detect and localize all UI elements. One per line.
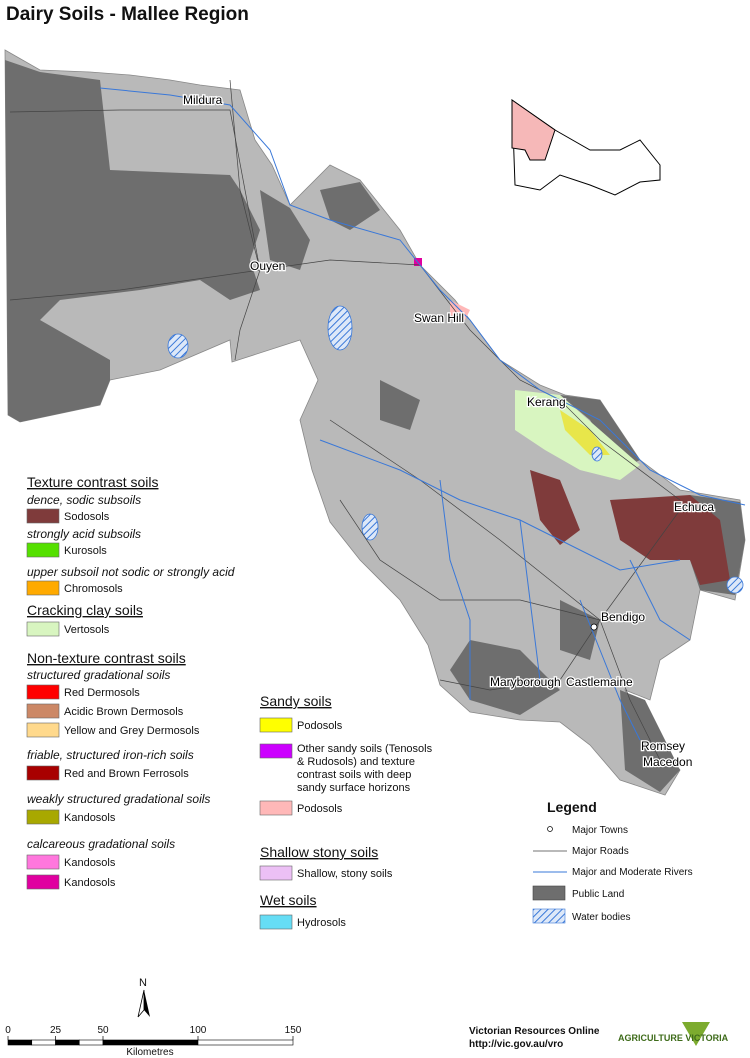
scale-segment: [7, 1039, 33, 1046]
subheading: strongly acid subsoils: [27, 527, 141, 541]
subheading: calcareous gradational soils: [27, 837, 175, 851]
north-label: N: [139, 977, 147, 989]
scale-bar: Kilometres 0 25 50 100 150: [5, 1025, 302, 1058]
map-title: Dairy Soils - Mallee Region: [6, 4, 249, 25]
region-map: [4, 49, 746, 796]
item-label: Kurosols: [64, 545, 107, 557]
inset-map: [511, 99, 661, 196]
scale-segment: [55, 1039, 80, 1046]
section-heading: Cracking clay soils: [27, 602, 143, 618]
item-label: Sodosols: [64, 511, 110, 523]
town-label: Castlemaine: [566, 675, 633, 689]
legend-label: Public Land: [572, 889, 624, 900]
swatch: [26, 684, 60, 700]
town-label: Kerang: [527, 395, 566, 409]
credit: Victorian Resources Online: [469, 1026, 600, 1037]
item-label: Podosols: [297, 803, 343, 815]
legend-label: Water bodies: [572, 912, 631, 923]
town-label: Mildura: [183, 93, 223, 107]
item-label: Chromosols: [64, 583, 123, 595]
item-label: contrast soils with deep: [297, 769, 411, 781]
scale-tick-label: 25: [50, 1025, 62, 1036]
section-heading: Sandy soils: [260, 693, 332, 709]
logo: AGRICULTURE VICTORIA: [618, 1033, 729, 1043]
town-label: Bendigo: [601, 610, 645, 624]
town-marker: [590, 623, 598, 631]
swatch: [259, 914, 293, 930]
section-heading: Wet soils: [260, 892, 317, 908]
legend-label: Major Roads: [572, 846, 629, 857]
logo-mark: [682, 1022, 710, 1046]
swatch: [26, 854, 60, 870]
town-label: Romsey: [641, 739, 685, 753]
town-label: Echuca: [674, 500, 714, 514]
soil-legend: Texture contrast soils dence, sodic subs…: [26, 474, 433, 930]
north-arrow: N: [137, 977, 150, 1018]
swatch: [26, 542, 60, 558]
town-label: Swan Hill: [414, 311, 464, 325]
swatch: [26, 580, 60, 596]
item-label: sandy surface horizons: [297, 782, 411, 794]
town-label: Ouyen: [250, 259, 285, 273]
swatch: [26, 722, 60, 738]
town-label: Macedon: [643, 755, 692, 769]
item-label: & Rudosols) and texture: [297, 756, 415, 768]
swatch: [26, 874, 60, 890]
subheading: friable, structured iron-rich soils: [27, 748, 194, 762]
scale-segment: [78, 1039, 104, 1046]
legend-symbol: [532, 885, 566, 901]
item-label: Hydrosols: [297, 917, 346, 929]
town-label: Maryborough: [490, 675, 561, 689]
legend-label: Major Towns: [572, 825, 628, 836]
section-heading: Non-texture contrast soils: [27, 650, 186, 666]
item-label: Shallow, stony soils: [297, 868, 393, 880]
swatch: [26, 621, 60, 637]
swatch: [259, 743, 293, 759]
subheading: structured gradational soils: [27, 668, 170, 682]
legend-symbol: [532, 908, 566, 924]
scale-tick-label: 100: [190, 1025, 207, 1036]
subheading: weakly structured gradational soils: [27, 792, 210, 806]
credit: http://vic.gov.au/vro: [469, 1039, 563, 1050]
item-label: Vertosols: [64, 624, 110, 636]
scale-tick-label: 0: [5, 1025, 11, 1036]
swatch: [26, 809, 60, 825]
scale-tick-label: 50: [97, 1025, 109, 1036]
subheading: dence, sodic subsoils: [27, 493, 141, 507]
legend-symbol: [547, 826, 553, 832]
scale-segment: [102, 1039, 199, 1046]
item-label: Kandosols: [64, 857, 116, 869]
section-heading: Shallow stony soils: [260, 844, 378, 860]
legend-label: Major and Moderate Rivers: [572, 867, 693, 878]
scale-unit: Kilometres: [126, 1047, 173, 1058]
towns: Mildura Ouyen Swan Hill Kerang Echuca Be…: [182, 92, 716, 771]
item-label: Red and Brown Ferrosols: [64, 768, 189, 780]
item-label: Kandosols: [64, 812, 116, 824]
swatch: [259, 717, 293, 733]
item-label: Kandosols: [64, 877, 116, 889]
swatch: [26, 703, 60, 719]
item-label: Yellow and Grey Dermosols: [64, 725, 200, 737]
legend-title: Legend: [547, 799, 597, 815]
section-heading: Texture contrast soils: [27, 474, 159, 490]
scale-tick-label: 150: [285, 1025, 302, 1036]
item-label: Other sandy soils (Tenosols: [297, 743, 433, 755]
item-label: Acidic Brown Dermosols: [64, 706, 184, 718]
map-legend: Legend Major Towns Major Roads Major and…: [532, 799, 693, 924]
item-label: Red Dermosols: [64, 687, 140, 699]
scale-segment: [31, 1039, 56, 1046]
scale-segment: [197, 1039, 294, 1046]
swatch: [26, 508, 60, 524]
subheading: upper subsoil not sodic or strongly acid: [27, 565, 235, 579]
swatch: [259, 800, 293, 816]
swatch: [259, 865, 293, 881]
item-label: Podosols: [297, 720, 343, 732]
swatch: [26, 765, 60, 781]
